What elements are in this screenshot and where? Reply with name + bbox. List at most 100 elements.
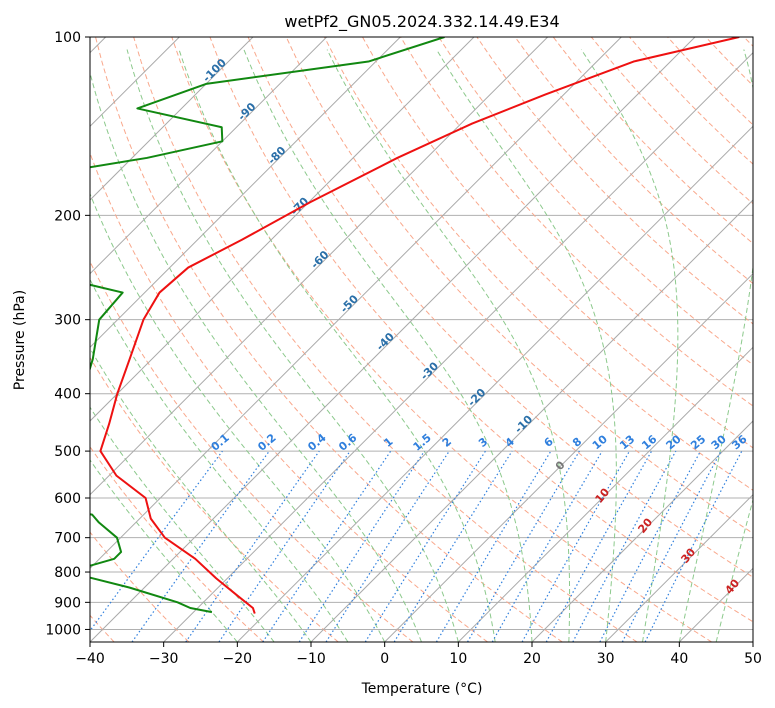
isotherm-line [384,272,753,642]
isotherm-label: -40 [374,330,397,353]
y-tick-label: 300 [54,313,81,329]
mixing-ratio-line [466,450,580,642]
dry-adiabat-label: 10 [592,485,612,505]
mixing-ratio-line [621,450,722,642]
isotherm-line [605,493,753,642]
isotherm-label: -20 [465,386,488,409]
x-tick-label: 50 [744,651,762,667]
x-axis: −40 −30 −20 −10 0 10 20 30 40 50 [75,642,762,667]
x-tick-label: 0 [380,651,389,667]
isotherm-line [90,37,401,349]
dry-adiabat [323,37,753,491]
isotherm-line [310,199,753,642]
moist-adiabat [90,192,386,642]
moist-adiabat [580,49,679,642]
moist-adiabat [126,49,459,642]
pressure-gridlines [90,36,753,630]
y-axis-label: Pressure (hPa) [12,290,28,390]
sounding-series [90,37,740,614]
dry-adiabat [247,37,753,578]
isotherm-label: -50 [338,292,361,315]
dry-adiabat [209,37,753,623]
isotherm-label: -90 [235,100,258,123]
mixing-ratio-line [131,450,270,642]
mixing-ratio-line [325,450,450,642]
dry-adiabat [95,37,563,642]
mixing-ratio-line [545,450,653,642]
dry-adiabat [400,37,753,407]
mixing-ratio-line [90,450,223,632]
isotherm-line [531,420,753,642]
dry-adiabat [362,37,753,449]
y-tick-label: 900 [54,595,81,611]
y-tick-label: 100 [54,30,81,46]
mixing-ratio-label: 13 [617,433,637,453]
dewpoint-line [90,37,445,614]
dry-adiabat [90,356,339,642]
mixing-ratio-line [644,450,743,642]
moist-adiabat [243,49,533,642]
moist-adiabat [90,347,312,642]
dry-adiabat [90,531,190,642]
isotherm-line [90,37,549,496]
mixing-ratio-label: 25 [688,433,708,453]
x-tick-label: 40 [670,651,688,667]
y-tick-label: 800 [54,565,81,581]
mixing-ratio-line [393,450,513,642]
isotherm-label: -80 [265,144,288,167]
mixing-ratio-label: 3 [476,435,490,450]
mixing-ratio-label: 20 [664,432,684,452]
isotherm-line [90,37,622,570]
x-tick-label: 30 [597,651,615,667]
dry-adiabat [90,151,488,642]
dry-adiabat [90,445,264,642]
moist-adiabat [436,49,617,642]
mixing-ratio-label: 0.6 [336,431,360,454]
x-tick-label: −20 [223,651,253,667]
mixing-ratio-label: 10 [590,432,610,452]
mixing-ratio-label: 1 [381,435,395,450]
x-tick-label: −10 [296,651,326,667]
dry-adiabat-label: 20 [635,515,655,535]
dry-adiabat [705,37,753,87]
y-tick-label: 200 [54,208,81,224]
moist-adiabat [90,406,275,642]
isotherm-line [163,51,753,642]
mixing-ratio-line [435,450,552,642]
mixing-ratio-label: 1.5 [411,431,434,453]
isotherm-line [90,37,475,422]
moist-adiabat [678,49,753,642]
mixing-ratio-line [185,450,320,642]
isotherm-line [90,37,254,201]
x-axis-label: Temperature (°C) [361,681,483,697]
isotherm-line [90,37,328,275]
y-tick-label: 1000 [45,622,81,638]
mixing-ratio-label: 0.4 [305,431,329,454]
x-tick-label: 20 [523,651,541,667]
dry-adiabat-label: 40 [722,576,742,596]
y-tick-label: 600 [54,491,81,507]
y-tick-label: 500 [54,444,81,460]
dry-adiabat [133,37,638,642]
moist-adiabat [326,49,571,642]
moist-adiabat [715,498,753,642]
mixing-ratio-line [262,450,392,642]
mixing-ratio-label: 0.1 [209,431,232,453]
mixing-ratio-line [218,450,351,642]
isotherm-label: -60 [308,248,331,271]
isotherm-label: -70 [288,194,311,217]
moist-adiabat [90,70,422,642]
isotherm-label: -10 [512,412,535,435]
y-axis: 100 200 300 400 500 600 700 800 900 1000 [45,30,90,638]
dry-adiabat-label: 30 [678,545,698,565]
y-tick-label: 700 [54,531,81,547]
mixing-ratio-line [599,450,702,642]
plot-frame [89,36,754,643]
isotherm-line [752,641,753,642]
mixing-ratio-line [298,450,425,642]
dry-adiabat [438,37,753,366]
moist-adiabat [178,49,496,642]
y-tick-label: 400 [54,387,81,403]
x-tick-label: 10 [449,651,467,667]
